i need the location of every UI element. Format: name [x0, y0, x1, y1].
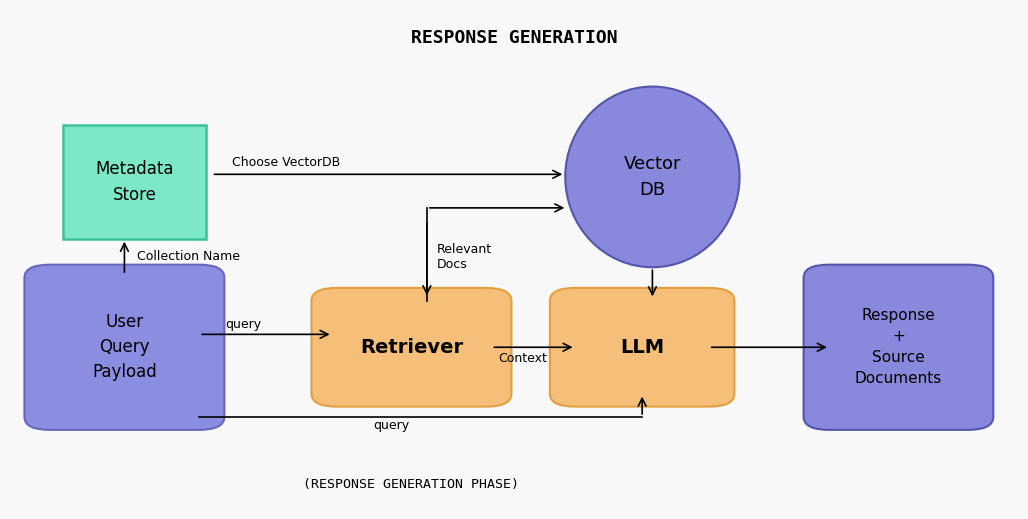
Text: User
Query
Payload: User Query Payload: [93, 313, 157, 381]
FancyBboxPatch shape: [25, 265, 224, 430]
FancyBboxPatch shape: [311, 288, 512, 406]
FancyBboxPatch shape: [804, 265, 993, 430]
FancyBboxPatch shape: [63, 125, 207, 239]
FancyBboxPatch shape: [550, 288, 734, 406]
Text: Context: Context: [499, 352, 548, 365]
Ellipse shape: [565, 87, 739, 267]
Text: Metadata
Store: Metadata Store: [96, 160, 174, 204]
Text: query: query: [373, 419, 409, 432]
Text: Vector
DB: Vector DB: [624, 155, 682, 199]
Text: Collection Name: Collection Name: [137, 251, 240, 264]
Text: Choose VectorDB: Choose VectorDB: [232, 156, 340, 169]
Text: Response
+
Source
Documents: Response + Source Documents: [855, 308, 942, 386]
Text: (RESPONSE GENERATION PHASE): (RESPONSE GENERATION PHASE): [303, 477, 519, 490]
Text: Relevant
Docs: Relevant Docs: [437, 243, 492, 271]
Text: Retriever: Retriever: [360, 338, 463, 357]
Text: query: query: [225, 318, 261, 331]
Text: LLM: LLM: [620, 338, 664, 357]
Text: RESPONSE GENERATION: RESPONSE GENERATION: [411, 29, 617, 47]
